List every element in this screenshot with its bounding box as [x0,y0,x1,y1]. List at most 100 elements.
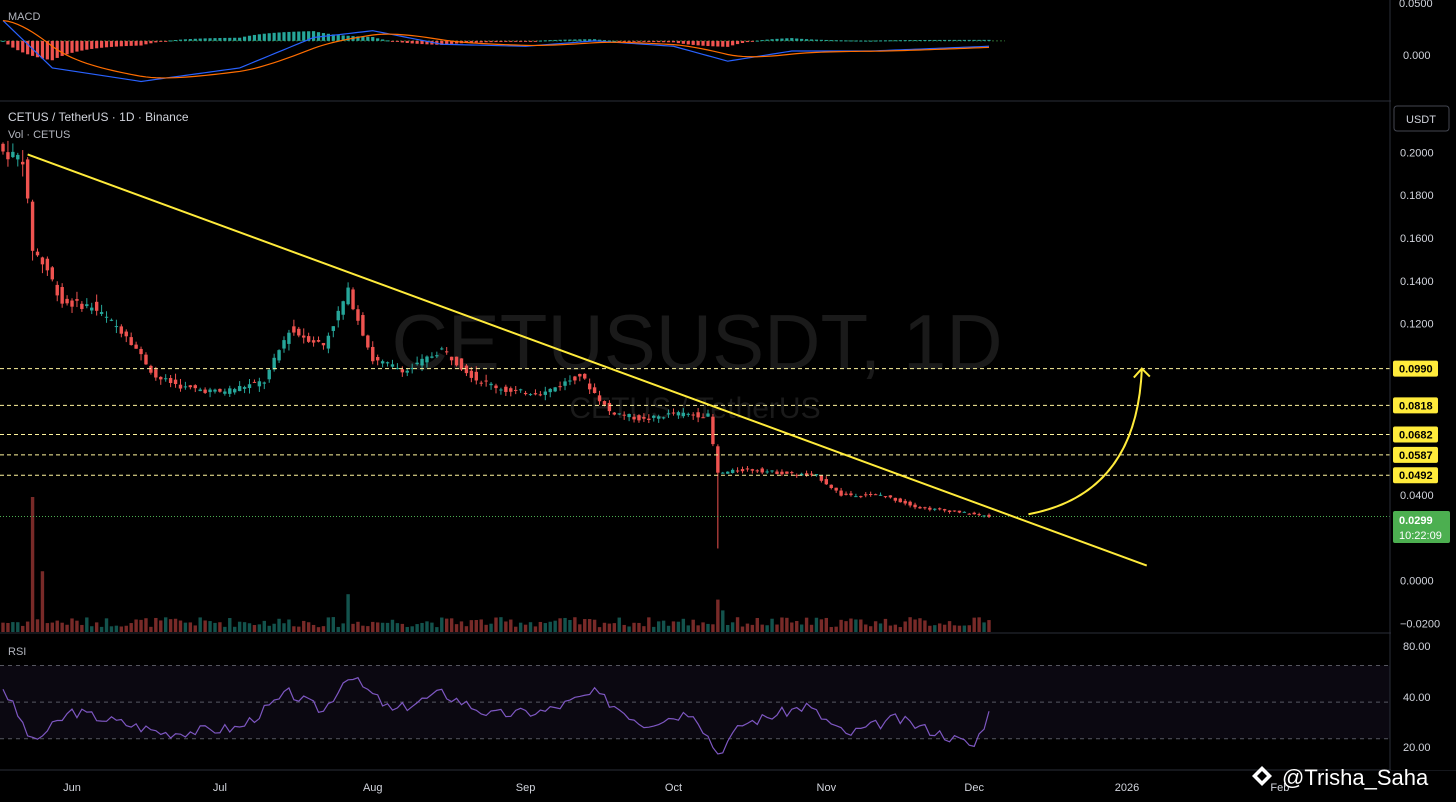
candle-body [445,351,449,353]
candle-body [952,510,957,512]
macd-histogram-bar [543,40,547,42]
price-tick-label: 0.1400 [1400,276,1434,288]
volume-bar [661,620,666,632]
time-axis[interactable]: Jun Jul Aug Sep Oct Nov Dec 2026 Feb [63,782,1289,794]
price-ticks: 0.2000 0.1800 0.1600 0.1400 0.1200 0.0400 0.00… [1400,147,1440,630]
volume-bar [361,625,365,632]
volume-bar [563,617,567,632]
time-axis-label: Dec [964,782,984,794]
candle-body [972,512,976,515]
candle-body [223,391,227,394]
arrow-head [1133,367,1151,379]
pane-labels: MACD CETUS / TetherUS · 1D · Binance Vol… [8,11,189,658]
candle-body [514,389,518,391]
volume-bar [967,625,971,632]
volume-bar [701,622,705,632]
macd-histogram-bar [415,40,419,44]
macd-histogram-bar [913,40,917,42]
candle-body [193,385,197,389]
candle-body [55,284,59,296]
candle-body [859,496,863,498]
candle-body [247,384,252,389]
volume-bar [938,623,942,632]
volume-bar [888,625,893,632]
candle-body [114,326,119,328]
candle-body [957,510,962,513]
candle-body [410,368,414,370]
macd-histogram-bar [839,40,843,42]
drawings[interactable] [27,153,1151,567]
macd-histogram-bar [440,40,444,45]
candle-body [178,384,183,389]
macd-histogram-bar [804,39,809,41]
currency-button-label: USDT [1406,114,1436,126]
macd-histogram-bar [119,40,123,47]
macd-histogram-bar [16,40,20,51]
candle-body [420,358,424,366]
volume-bar [652,626,656,632]
macd-histogram-bar [780,38,784,41]
volume-bar [780,617,784,632]
candle-body [819,475,824,481]
macd-histogram-bar [745,40,750,43]
candle-body [464,365,469,374]
volume-bar [356,621,360,632]
volume-bar [80,624,84,632]
candle-body [726,471,730,474]
macd-histogram-bar [35,40,40,58]
price-axis[interactable]: 0.0500 0.000 USDT 0.2000 0.1800 0.1600 0.14… [1391,0,1456,770]
volume-bar [144,618,148,632]
volume-bar [474,620,478,632]
macd-histogram-bar [691,40,695,45]
currency-button[interactable] [1393,105,1450,132]
candle-body [395,367,400,370]
macd-histogram-bar [90,40,94,49]
candle-body [124,331,128,337]
candle-body [282,340,286,349]
macd-histogram-bar [223,37,227,41]
candle-body [898,498,902,503]
candle-body [602,401,607,405]
macd-histogram-bar [307,31,311,41]
volume-bar [578,624,582,632]
candle-body [356,309,360,321]
volume-bar [952,625,957,632]
candle-body [543,391,547,395]
macd-histogram-bar [898,40,902,42]
candle-body [755,470,759,472]
volume-bar [982,622,986,632]
volume-bar [420,622,424,632]
volume-bar [40,571,45,632]
candle-body [622,414,626,416]
candle-body [839,490,843,496]
candle-body [134,344,138,349]
price-candles[interactable] [1,140,991,549]
macd-histogram-bar [297,31,301,41]
volume-bar [1,622,5,632]
volume-bar [819,619,824,632]
volume-bar [297,626,301,632]
volume-bar [583,619,587,632]
level-tag-box [1393,467,1438,484]
volume-bar [795,620,799,632]
volume-bar [311,624,316,632]
candle-body [504,386,508,392]
volume-bar [193,625,197,632]
macd-histogram-bar [716,40,720,47]
horizontal-levels[interactable] [0,368,1390,518]
macd-histogram-bar [622,40,626,42]
candle-body [533,393,538,395]
volume-bar [272,623,276,632]
volume-bar [173,618,178,632]
volume-bar [479,619,483,632]
volume-bar [316,627,321,632]
macd-histogram-bar [1,40,5,42]
volume-bar [962,625,967,632]
volume-bar [514,626,518,632]
candle-body [735,470,740,472]
price-tick-label: 0.1600 [1400,233,1434,245]
candle-body [119,326,124,334]
candle-body [405,370,409,373]
